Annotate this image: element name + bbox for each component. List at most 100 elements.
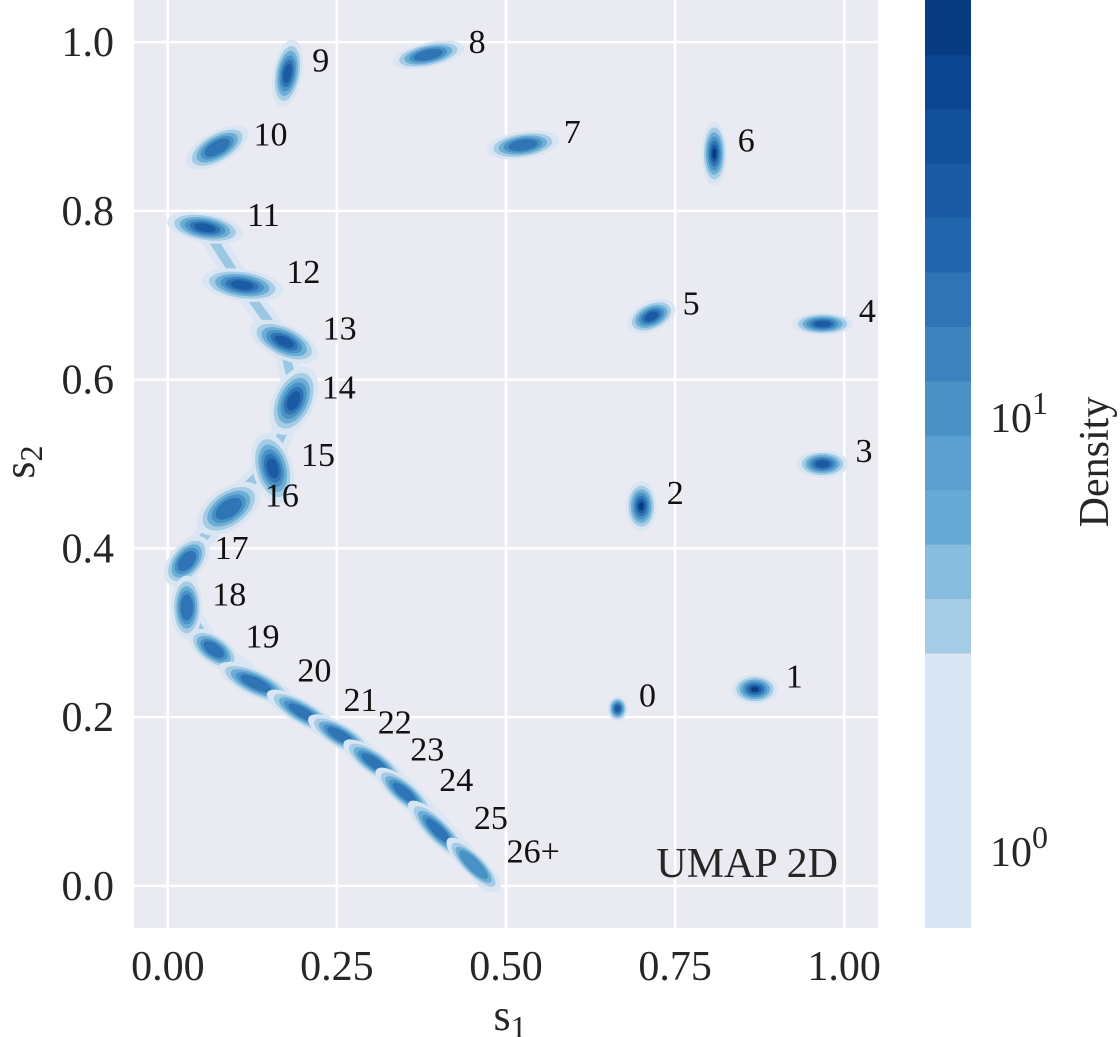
y-axis-ticks: 0.0 0.2 0.4 0.6 0.8 1.0 bbox=[62, 20, 115, 910]
cluster-label: 15 bbox=[301, 437, 335, 474]
cluster-label: 22 bbox=[378, 705, 412, 742]
colorbar-ticks: 100 101 bbox=[990, 385, 1048, 876]
density-contours bbox=[163, 39, 853, 893]
colorbar-band-0 bbox=[925, 653, 971, 928]
cluster-blob-6 bbox=[701, 121, 728, 186]
x-tick-label: 0.50 bbox=[469, 944, 543, 990]
cluster-label: 17 bbox=[215, 530, 249, 567]
colorbar bbox=[925, 0, 971, 928]
contour-level-5 bbox=[815, 460, 830, 468]
y-tick-label: 0.4 bbox=[62, 526, 115, 572]
contour-level-4 bbox=[240, 674, 272, 693]
annotation-label: UMAP 2D bbox=[656, 841, 838, 887]
cluster-blob-13 bbox=[250, 319, 319, 364]
cluster-blob-18 bbox=[171, 575, 203, 640]
contour-level-4 bbox=[508, 139, 538, 151]
cluster-blob-17 bbox=[163, 536, 210, 586]
cluster-label: 24 bbox=[439, 762, 473, 799]
contour-level-5 bbox=[286, 391, 301, 411]
contour-level-4 bbox=[392, 782, 417, 804]
cluster-label: 12 bbox=[286, 254, 320, 291]
cluster-blob-3 bbox=[796, 450, 849, 478]
cluster-blob-12 bbox=[201, 268, 283, 302]
cluster-label: 11 bbox=[247, 197, 280, 234]
cluster-label: 7 bbox=[564, 114, 581, 151]
colorbar-band-9 bbox=[925, 163, 971, 219]
contour-level-5 bbox=[283, 63, 292, 83]
colorbar-band-3 bbox=[925, 489, 971, 545]
cluster-label: 23 bbox=[410, 732, 444, 769]
colorbar-band-12 bbox=[925, 0, 971, 55]
cluster-blob-1 bbox=[732, 674, 778, 705]
cluster-label: 16 bbox=[265, 478, 299, 515]
contour-level-4 bbox=[203, 641, 225, 659]
cluster-label: 10 bbox=[253, 117, 287, 154]
colorbar-tick-label: 101 bbox=[990, 385, 1048, 442]
cluster-blob-7 bbox=[486, 130, 560, 160]
cluster-blob-8 bbox=[392, 40, 465, 70]
y-tick-label: 0.8 bbox=[62, 189, 115, 235]
y-axis-label: s2 bbox=[0, 445, 49, 478]
cluster-blob-4 bbox=[792, 312, 853, 336]
cluster-label: 6 bbox=[738, 123, 755, 160]
contour-level-5 bbox=[644, 311, 659, 322]
cluster-label: 9 bbox=[312, 42, 329, 79]
contour-level-4 bbox=[204, 138, 230, 157]
colorbar-band-7 bbox=[925, 272, 971, 327]
cluster-label: 5 bbox=[683, 285, 700, 322]
colorbar-band-1 bbox=[925, 598, 971, 654]
colorbar-band-5 bbox=[925, 380, 971, 436]
contour-level-6 bbox=[638, 502, 644, 511]
y-tick-label: 1.0 bbox=[62, 20, 115, 66]
x-tick-label: 0.25 bbox=[300, 944, 374, 990]
cluster-blob-11 bbox=[167, 211, 243, 244]
contour-level-6 bbox=[712, 148, 717, 159]
contour-level-4 bbox=[425, 818, 451, 844]
contour-level-4 bbox=[177, 550, 197, 572]
cluster-label: 25 bbox=[474, 800, 508, 837]
colorbar-band-4 bbox=[925, 435, 971, 491]
x-axis-label: s1 bbox=[493, 991, 526, 1037]
contour-level-5 bbox=[814, 320, 832, 328]
cluster-label: 13 bbox=[323, 311, 357, 348]
contour-level-4 bbox=[180, 594, 194, 621]
colorbar-band-6 bbox=[925, 326, 971, 382]
cluster-blob-26+ bbox=[446, 837, 501, 892]
cluster-label: 26+ bbox=[507, 834, 560, 871]
cluster-label: 3 bbox=[855, 433, 872, 470]
cluster-label: 19 bbox=[246, 619, 280, 656]
contour-level-4 bbox=[215, 497, 242, 520]
colorbar-band-8 bbox=[925, 217, 971, 273]
cluster-label: 1 bbox=[786, 658, 803, 695]
x-tick-label: 1.00 bbox=[807, 944, 881, 990]
cluster-label: 2 bbox=[667, 475, 684, 512]
contour-level-5 bbox=[266, 458, 279, 479]
contour-level-4 bbox=[413, 48, 443, 61]
contour-level-5 bbox=[614, 705, 621, 713]
cluster-blob-0 bbox=[607, 696, 628, 722]
cluster-blob-19 bbox=[188, 628, 240, 671]
colorbar-band-11 bbox=[925, 54, 971, 110]
x-tick-label: 0.00 bbox=[131, 944, 205, 990]
cluster-blob-15 bbox=[251, 432, 295, 504]
contour-level-5 bbox=[274, 335, 294, 348]
cluster-label: 14 bbox=[322, 370, 356, 407]
cluster-blob-14 bbox=[269, 366, 319, 435]
cluster-label: 20 bbox=[297, 652, 331, 689]
cluster-label: 0 bbox=[639, 678, 656, 715]
cluster-blob-2 bbox=[625, 481, 657, 532]
y-tick-label: 0.6 bbox=[62, 358, 115, 404]
cluster-blob-25 bbox=[407, 800, 469, 862]
y-tick-label: 0.0 bbox=[62, 864, 115, 910]
contour-level-6 bbox=[751, 686, 759, 692]
cluster-blob-16 bbox=[196, 481, 261, 536]
cluster-label: 8 bbox=[469, 24, 486, 61]
cluster-label: 18 bbox=[212, 576, 246, 613]
contour-level-5 bbox=[194, 223, 216, 233]
colorbar-label: Density bbox=[1072, 397, 1118, 528]
x-axis-ticks: 0.00 0.25 0.50 0.75 1.00 bbox=[131, 944, 881, 990]
contour-level-3 bbox=[459, 850, 488, 880]
cluster-labels: 0123456789101112131415161718192021222324… bbox=[212, 24, 876, 871]
cluster-blob-5 bbox=[627, 299, 676, 334]
